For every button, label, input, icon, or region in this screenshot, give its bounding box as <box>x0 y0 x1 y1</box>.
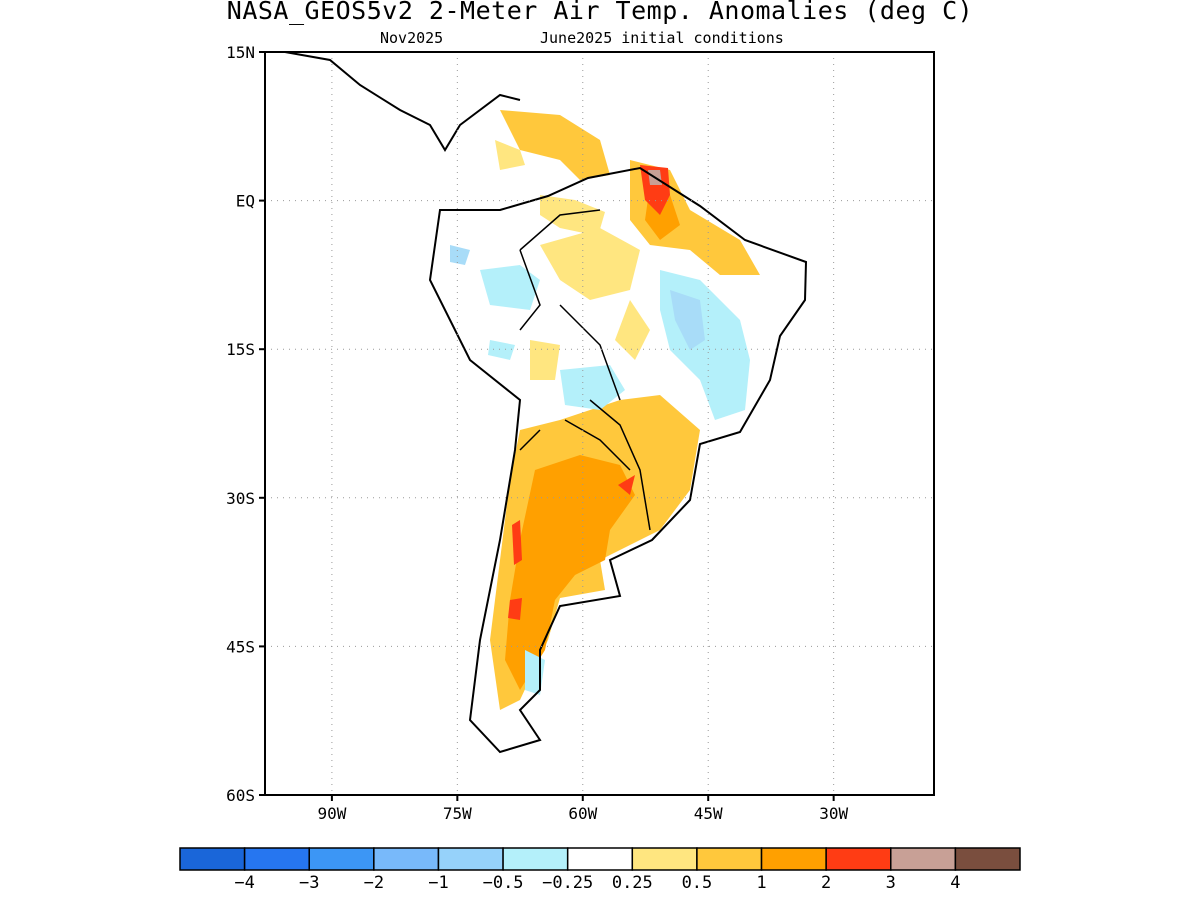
anomaly-light-yellow-patch <box>540 228 640 300</box>
longitude-tick-label: 90W <box>317 804 346 823</box>
anomaly-light-yellow-patch <box>530 340 560 380</box>
colorbar-swatch <box>696 847 763 871</box>
longitude-tick-label: 30W <box>819 804 848 823</box>
colorbar-label: −3 <box>299 873 319 893</box>
figure-title: NASA_GEOS5v2 2-Meter Air Temp. Anomalies… <box>226 0 974 25</box>
colorbar-swatch <box>179 847 246 871</box>
latitude-tick-label: 15S <box>226 340 255 359</box>
colorbar-label: −4 <box>234 873 254 893</box>
colorbar-label: −0.25 <box>542 873 593 893</box>
colorbar-swatch <box>308 847 375 871</box>
colorbar-swatch <box>502 847 569 871</box>
colorbar-swatch <box>373 847 440 871</box>
latitude-tick-label: 45S <box>226 637 255 656</box>
colorbar-swatch <box>243 847 310 871</box>
anomaly-dark-orange-patch <box>505 455 635 690</box>
map-layers <box>265 52 934 795</box>
latitude-axis: 15N EQ 15S 30S 45S 60S <box>226 43 265 805</box>
anomaly-light-cyan-patch <box>525 650 545 695</box>
colorbar-label: −2 <box>364 873 384 893</box>
colorbar-label: 2 <box>821 873 831 893</box>
forecast-month-label: Nov2025 <box>380 29 444 47</box>
anomaly-light-yellow-patch <box>615 300 650 360</box>
map-frame <box>264 51 935 796</box>
longitude-tick-label: 45W <box>694 804 723 823</box>
anomaly-red-patch <box>640 165 670 215</box>
latitude-tick-label: EQ <box>236 192 255 211</box>
longitude-tick-label: 75W <box>443 804 472 823</box>
colorbar-label: −0.5 <box>483 873 524 893</box>
colorbar-label: 1 <box>756 873 766 893</box>
colorbar-swatch <box>760 847 827 871</box>
colorbar-swatch <box>825 847 892 871</box>
latitude-tick-label: 30S <box>226 489 255 508</box>
colorbar-swatch <box>631 847 698 871</box>
colorbar-label: 0.5 <box>682 873 713 893</box>
anomaly-light-yellow-patch <box>540 195 605 236</box>
colorbar-label: 3 <box>886 873 896 893</box>
colorbar-swatch <box>437 847 504 871</box>
anomaly-light-blue-patch <box>450 245 470 265</box>
anomaly-light-cyan-patch <box>480 265 540 310</box>
colorbar-swatch <box>890 847 957 871</box>
central-america-coastline <box>284 52 521 152</box>
colorbar-label: 4 <box>950 873 960 893</box>
anomaly-red-patch <box>508 598 522 620</box>
anomaly-red-patch <box>618 475 635 495</box>
colorbar-swatch <box>566 847 634 871</box>
longitude-axis: 90W 75W 60W 45W 30W <box>317 795 848 823</box>
anomaly-orange-patch <box>500 110 610 180</box>
anomaly-red-patch <box>512 520 522 565</box>
colorbar-label: 0.25 <box>612 873 653 893</box>
country-borders <box>519 209 651 531</box>
latitude-tick-label: 60S <box>226 786 255 805</box>
longitude-tick-label: 60W <box>568 804 597 823</box>
anomaly-light-cyan-patch <box>488 340 515 360</box>
initial-conditions-label: June2025 initial conditions <box>540 29 784 47</box>
coastline <box>428 166 808 754</box>
colorbar-swatch <box>954 847 1021 871</box>
latitude-tick-label: 15N <box>226 43 255 62</box>
anomaly-light-blue-patch <box>670 290 705 350</box>
anomaly-light-yellow-patch <box>495 140 525 170</box>
colorbar: −4 −3 −2 −1 −0.5 −0.25 0.25 0.5 1 2 3 4 <box>179 847 1021 893</box>
anomaly-light-cyan-patch <box>560 365 625 410</box>
colorbar-label: −1 <box>428 873 448 893</box>
